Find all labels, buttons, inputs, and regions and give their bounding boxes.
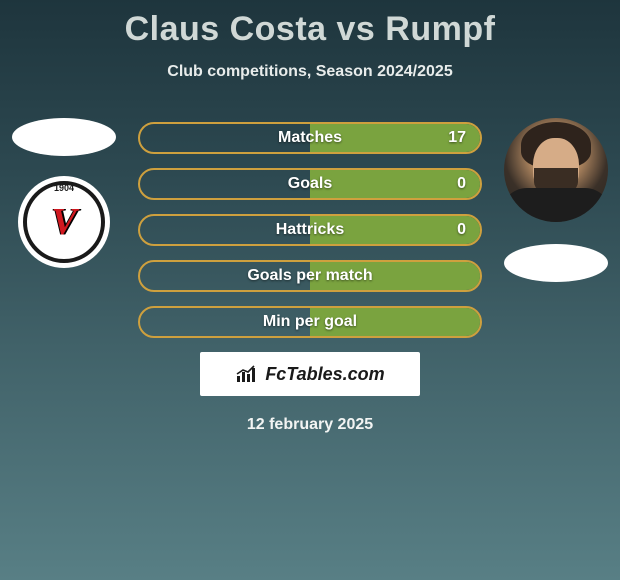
stat-label: Min per goal	[263, 313, 357, 331]
left-column: 1904 V	[8, 118, 120, 268]
stat-value-right: 0	[457, 221, 466, 239]
photo-shirt	[504, 188, 608, 222]
chart-icon	[235, 364, 259, 384]
stat-row-hattricks: Hattricks 0	[138, 214, 482, 246]
stat-value-right: 0	[457, 175, 466, 193]
club-badge-left: 1904 V	[18, 176, 110, 268]
right-column	[500, 118, 612, 282]
player-photo-right	[504, 118, 608, 222]
stat-row-min-per-goal: Min per goal	[138, 306, 482, 338]
badge-inner: V	[38, 196, 90, 248]
stat-label: Hattricks	[276, 221, 344, 239]
date-text: 12 february 2025	[138, 416, 482, 434]
brand-box: FcTables.com	[200, 352, 420, 396]
stat-label: Matches	[278, 129, 342, 147]
brand-text: FcTables.com	[265, 364, 384, 385]
page-title: Claus Costa vs Rumpf	[0, 0, 620, 49]
badge-year: 1904	[54, 183, 74, 193]
stat-fill	[310, 170, 480, 198]
stat-row-goals: Goals 0	[138, 168, 482, 200]
stat-row-goals-per-match: Goals per match	[138, 260, 482, 292]
club-placeholder-right	[504, 244, 608, 282]
stat-label: Goals	[288, 175, 332, 193]
badge-letter: V	[51, 203, 76, 241]
player-placeholder-left	[12, 118, 116, 156]
stat-value-right: 17	[448, 129, 466, 147]
page-subtitle: Club competitions, Season 2024/2025	[0, 63, 620, 81]
stats-container: Matches 17 Goals 0 Hattricks 0 Goals per…	[138, 122, 482, 434]
stat-label: Goals per match	[247, 267, 372, 285]
stat-row-matches: Matches 17	[138, 122, 482, 154]
